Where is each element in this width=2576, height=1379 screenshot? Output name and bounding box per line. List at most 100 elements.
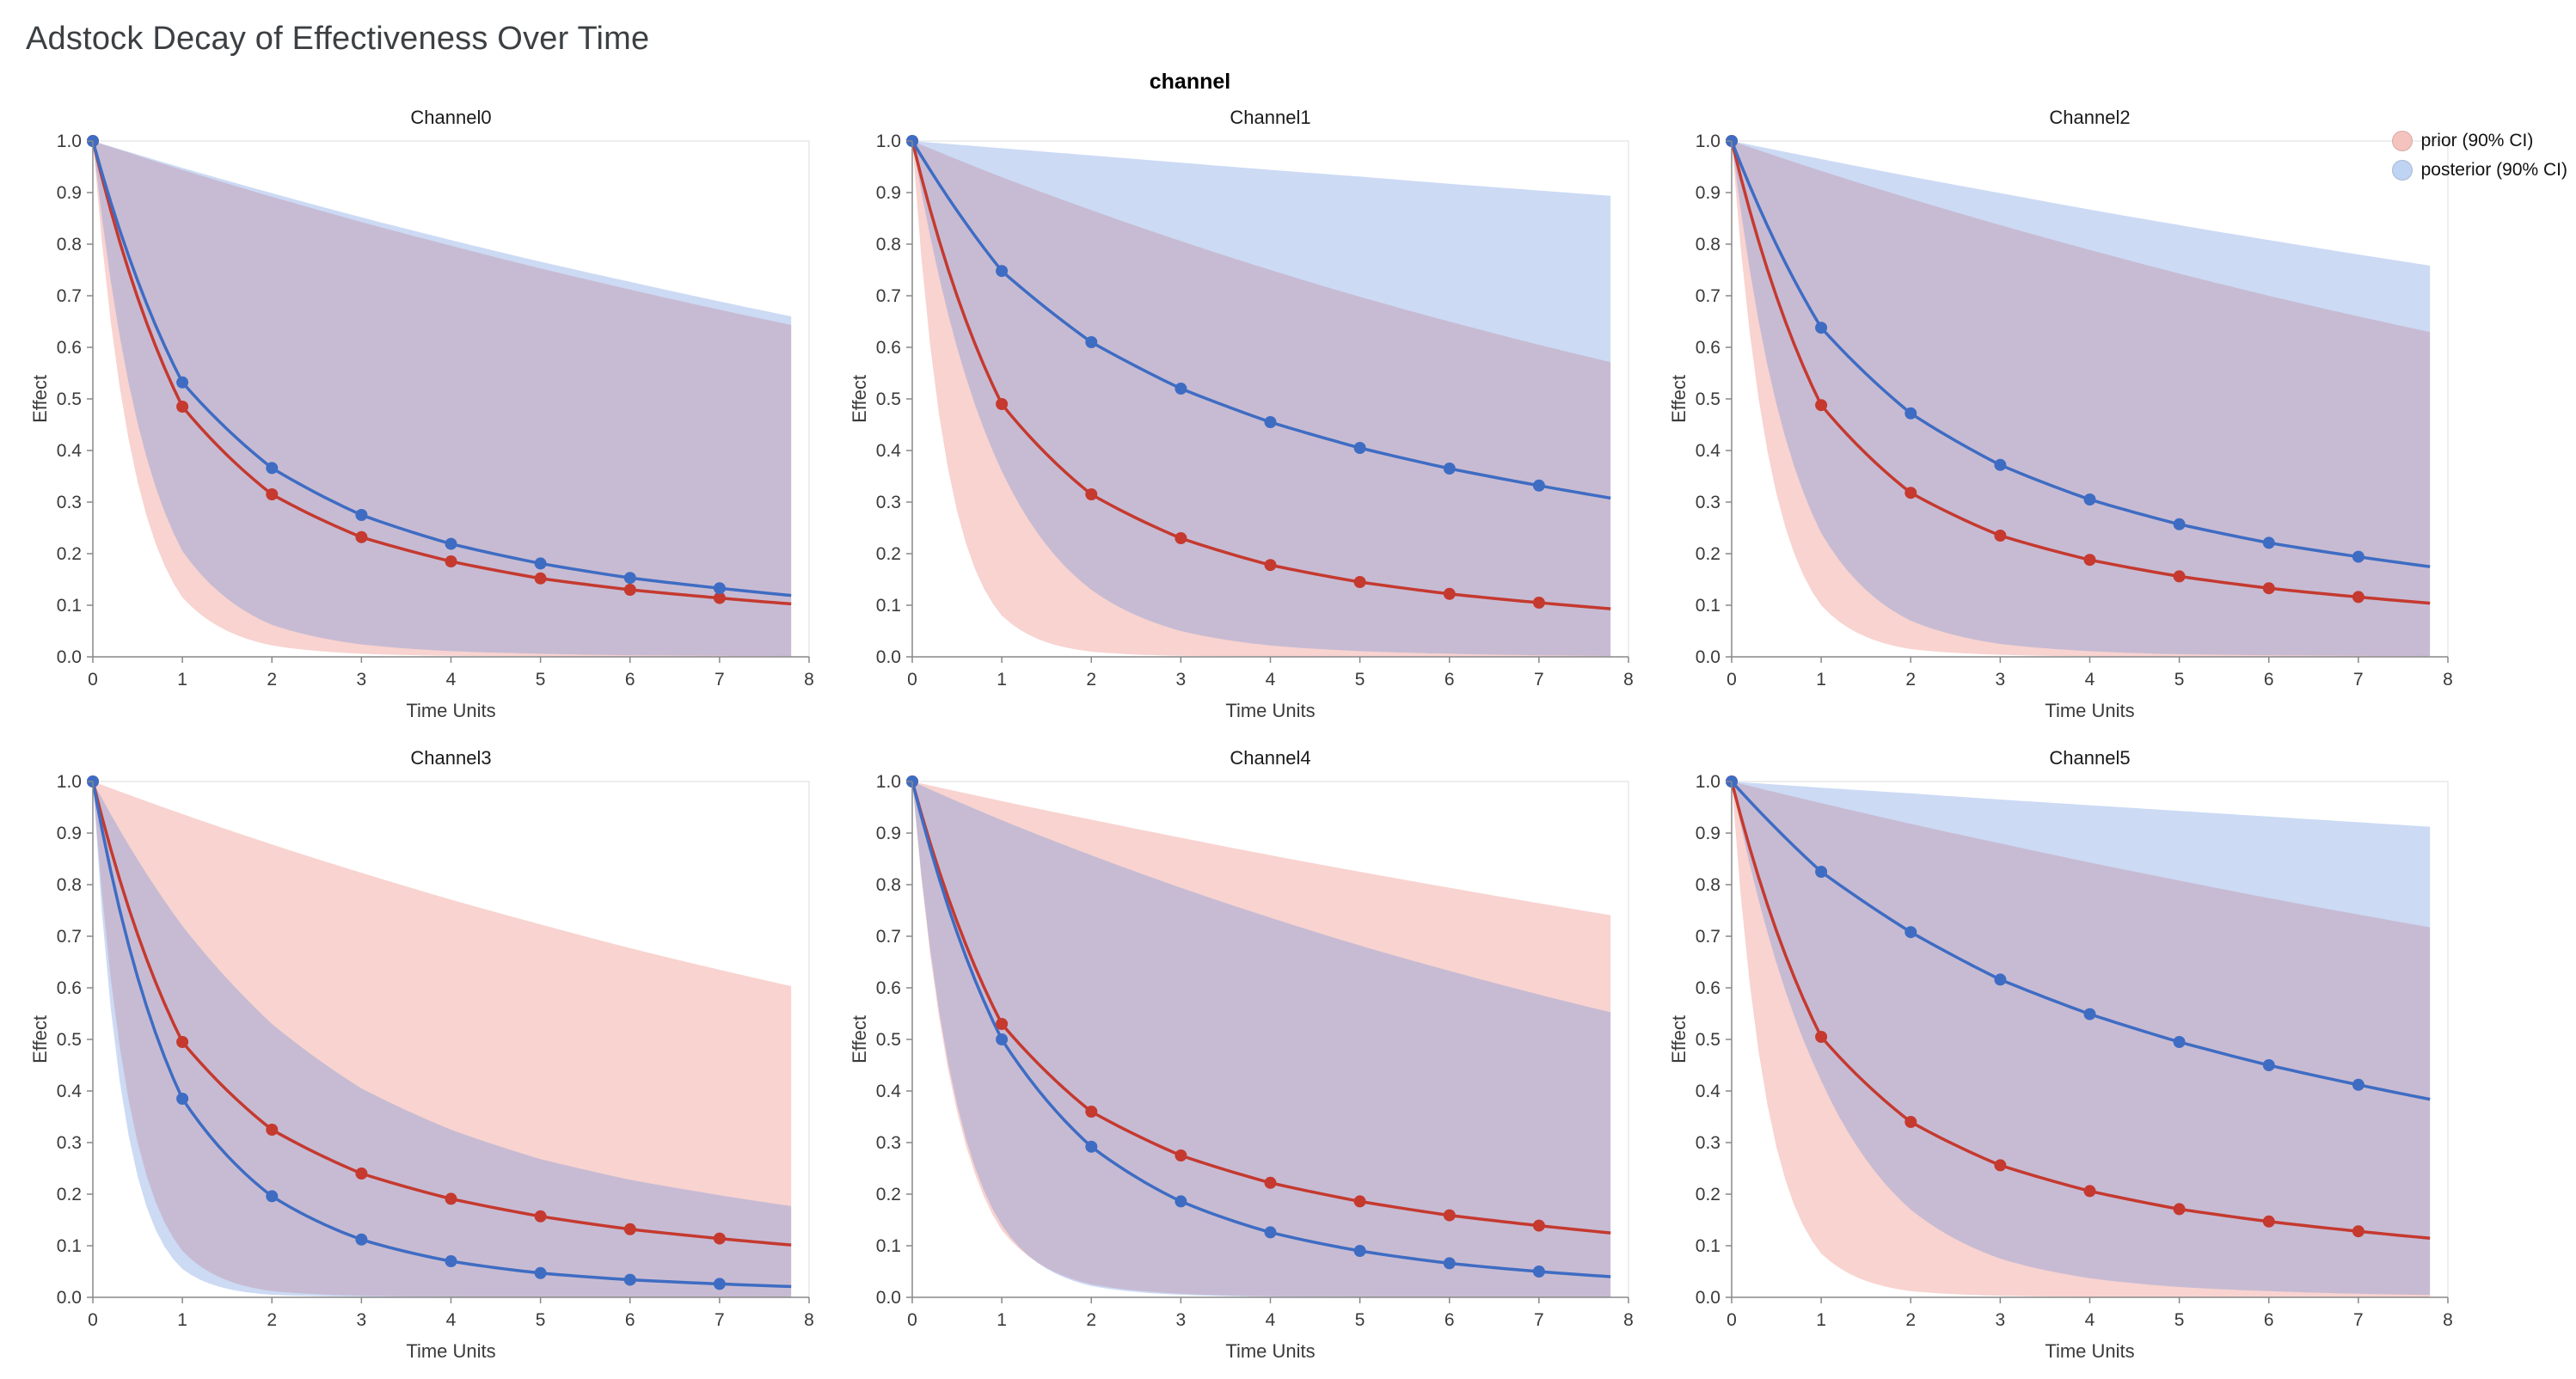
svg-text:0.4: 0.4 [56, 441, 82, 461]
y-axis: 0.0 0.1 0.2 0.3 0.4 0.5 0.6 0.7 0.8 0.9 1.0 Effect [1670, 772, 1733, 1308]
svg-text:0.6: 0.6 [1696, 338, 1720, 358]
data-point [1085, 1140, 1098, 1153]
data-point [1264, 416, 1277, 428]
svg-text:0.0: 0.0 [1696, 647, 1720, 667]
svg-text:0.7: 0.7 [1696, 286, 1720, 306]
svg-text:7: 7 [2353, 1310, 2364, 1330]
svg-text:1.0: 1.0 [56, 132, 81, 151]
data-point [1904, 407, 1917, 420]
svg-text:7: 7 [1534, 670, 1544, 690]
data-point [175, 1036, 188, 1048]
svg-text:2: 2 [1086, 1310, 1096, 1330]
svg-text:0.8: 0.8 [1696, 875, 1720, 895]
posterior-mean-line [911, 781, 1611, 1278]
svg-text:0.5: 0.5 [56, 1030, 81, 1050]
data-point [623, 1223, 636, 1235]
posterior-mean-line [90, 781, 791, 1289]
data-point [2263, 536, 2276, 549]
prior-mean-line [1730, 781, 2431, 1240]
x-axis-label: Time Units [406, 1340, 495, 1362]
legend: prior (90% CI) posterior (90% CI) [2391, 131, 2567, 181]
svg-text:7: 7 [2353, 670, 2364, 690]
x-axis: 0 1 2 3 4 5 6 7 8 Time Units [88, 1296, 814, 1362]
svg-text:0: 0 [907, 1310, 917, 1330]
legend-label-prior: prior (90% CI) [2420, 131, 2534, 150]
svg-text:0.1: 0.1 [1696, 1236, 1720, 1256]
data-point [175, 401, 188, 413]
posterior-ci-band [1732, 781, 2431, 1296]
data-point [1175, 383, 1187, 395]
svg-text:1: 1 [177, 670, 187, 690]
data-point [265, 488, 278, 500]
x-axis: 0 1 2 3 4 5 6 7 8 Time Units [88, 656, 814, 721]
svg-text:5: 5 [1355, 1310, 1365, 1330]
svg-text:0.2: 0.2 [1696, 1185, 1720, 1204]
svg-text:4: 4 [1266, 1310, 1276, 1330]
svg-text:0.9: 0.9 [876, 183, 901, 203]
svg-text:0.2: 0.2 [876, 1185, 901, 1204]
svg-text:0.9: 0.9 [1696, 824, 1720, 843]
svg-text:0.2: 0.2 [56, 1185, 81, 1204]
svg-text:2: 2 [1906, 670, 1917, 690]
posterior-markers [86, 775, 726, 1290]
data-point [2083, 1185, 2096, 1198]
data-point [1443, 463, 1456, 475]
data-point [623, 1273, 636, 1286]
subplot-title: Channel1 [1230, 107, 1310, 128]
svg-text:0.4: 0.4 [1696, 441, 1721, 461]
svg-text:0.8: 0.8 [56, 235, 81, 254]
svg-text:0.9: 0.9 [876, 824, 901, 843]
prior-ci-band [911, 781, 1611, 1297]
y-axis-label: Effect [31, 1015, 51, 1063]
svg-text:3: 3 [356, 670, 366, 690]
svg-text:8: 8 [2443, 1310, 2453, 1330]
svg-text:0.9: 0.9 [56, 183, 81, 203]
svg-text:8: 8 [1623, 1310, 1634, 1330]
svg-text:1: 1 [177, 1310, 187, 1330]
y-axis-label: Effect [1670, 375, 1690, 423]
data-point [1085, 336, 1098, 348]
posterior-mean-line [90, 140, 791, 598]
facet-label: channel [1149, 70, 1231, 94]
svg-text:0: 0 [88, 670, 98, 690]
data-point [1085, 1106, 1098, 1118]
data-point [1353, 576, 1366, 588]
svg-text:1: 1 [1817, 670, 1827, 690]
chart-channel3: Channel3 0 1 2 3 4 5 6 7 8 Time Units 0.0 0.1 0.2 0.3 0… [21, 739, 840, 1379]
x-axis-label: Time Units [1225, 700, 1315, 721]
subplot-title: Channel5 [2050, 747, 2131, 769]
data-point [623, 584, 636, 596]
data-point [1532, 1266, 1545, 1278]
data-point [1443, 1209, 1456, 1222]
svg-text:4: 4 [2085, 670, 2095, 690]
chart-channel1: Channel1 0 1 2 3 4 5 6 7 8 Time Units 0.0 0.1 0.2 0.3 0… [840, 98, 1659, 739]
svg-text:8: 8 [804, 670, 814, 690]
data-point [1815, 866, 1828, 878]
posterior-mean-line [1731, 780, 2431, 1101]
chart-channel5: Channel5 0 1 2 3 4 5 6 7 8 Time Units 0.0 0.1 0.2 0.3 0… [1660, 739, 2480, 1379]
svg-text:6: 6 [2264, 670, 2274, 690]
data-point [2352, 591, 2365, 604]
svg-text:0.0: 0.0 [1696, 1288, 1720, 1308]
svg-text:0.4: 0.4 [876, 1082, 902, 1101]
prior-markers [86, 135, 726, 604]
data-point [1994, 973, 2007, 986]
svg-text:8: 8 [2443, 670, 2453, 690]
data-point [996, 398, 1009, 410]
svg-text:2: 2 [1906, 1310, 1917, 1330]
svg-text:0.3: 0.3 [56, 1133, 81, 1153]
svg-text:8: 8 [804, 1310, 814, 1330]
svg-text:0.5: 0.5 [1696, 1030, 1720, 1050]
data-point [355, 509, 368, 521]
data-point [1815, 322, 1828, 334]
svg-text:0.4: 0.4 [56, 1082, 82, 1101]
svg-text:1.0: 1.0 [876, 132, 901, 151]
svg-text:7: 7 [715, 670, 725, 690]
data-point [2173, 1036, 2186, 1048]
data-point [996, 265, 1009, 278]
data-point [1175, 1149, 1187, 1161]
